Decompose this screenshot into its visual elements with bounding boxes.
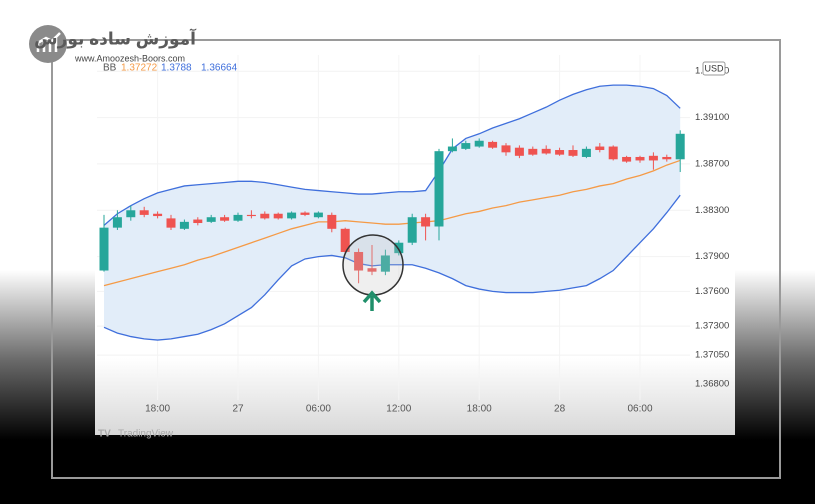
y-tick-label: 1.36800: [695, 379, 729, 390]
candle-body: [193, 219, 203, 224]
candle-body: [139, 210, 149, 215]
currency: USD: [704, 63, 724, 73]
candle-body: [313, 212, 323, 218]
y-tick-label: 1.39100: [695, 112, 729, 123]
candle-body: [260, 213, 270, 219]
candle-body: [340, 228, 350, 252]
indicator-name: BB: [103, 63, 117, 74]
candle-body: [595, 146, 605, 151]
candle-body: [380, 255, 390, 272]
lower-band: [103, 194, 681, 341]
candle-body: [662, 156, 672, 160]
y-tick-label: 1.37050: [695, 350, 729, 361]
middle-band: [103, 159, 681, 287]
candle-body: [514, 147, 524, 156]
candle-body: [112, 217, 122, 228]
candle-body: [501, 145, 511, 153]
watermark: TradingView: [118, 429, 174, 440]
candle-body: [461, 143, 471, 149]
logo-glyph: [35, 32, 61, 52]
legend-value: 1.36664: [201, 63, 238, 74]
candle-body: [246, 214, 256, 217]
y-tick-label: 1.37600: [695, 286, 729, 297]
plot: 1.395001.391001.387001.383001.379001.376…: [97, 55, 729, 415]
candle-body: [648, 155, 658, 161]
logo-title: آموزش ساده بورس: [34, 27, 197, 49]
candle-body: [608, 146, 618, 160]
candle-body: [581, 148, 591, 157]
currency-badge: [702, 61, 726, 76]
candle-body: [233, 214, 243, 221]
candle-body: [541, 148, 551, 154]
candle-body: [622, 156, 632, 162]
candle-body: [300, 212, 310, 215]
arrow: [362, 290, 382, 311]
candle-body: [354, 251, 364, 271]
candle-body: [153, 213, 163, 217]
y-tick-label: 1.38300: [695, 205, 729, 216]
y-tick-label: 1.38700: [695, 158, 729, 169]
x-tick-label: 18:00: [145, 404, 170, 415]
candle-body: [327, 214, 337, 229]
x-tick-label: 28: [554, 404, 566, 415]
legend-value: 1.37272: [121, 63, 158, 74]
candle-body: [421, 217, 431, 227]
frame: [51, 39, 781, 479]
candle-body: [555, 150, 565, 155]
candle-body: [434, 151, 444, 227]
candle-body: [206, 217, 216, 222]
candle-body: [367, 268, 377, 272]
candle-body: [447, 146, 457, 152]
candle-body: [474, 140, 484, 147]
candle-body: [126, 210, 136, 218]
x-tick-label: 18:00: [467, 404, 492, 415]
x-tick-label: 27: [232, 404, 244, 415]
candle-body: [528, 148, 538, 155]
candle-body: [407, 217, 417, 243]
x-tick-label: 12:00: [386, 404, 411, 415]
x-tick-label: 06:00: [306, 404, 331, 415]
legend-value: 1.3788: [161, 63, 192, 74]
logo-url: www.Amoozesh-Boors.com: [74, 53, 185, 63]
upper-band: [103, 84, 681, 226]
candle-body: [179, 221, 189, 229]
candle-body: [635, 156, 645, 161]
candle-body: [287, 212, 297, 219]
y-tick-label: 1.37900: [695, 251, 729, 262]
candle-body: [568, 150, 578, 156]
candle-body: [220, 217, 230, 221]
candle-body: [166, 218, 176, 228]
highlight-circle: [342, 234, 404, 296]
candle-body: [488, 141, 498, 148]
x-tick-label: 06:00: [627, 404, 652, 415]
watermark-logo: TV: [98, 429, 111, 440]
candle-body: [99, 227, 109, 271]
candle-body: [273, 213, 283, 219]
y-tick-label: 1.37300: [695, 321, 729, 332]
candle-body: [394, 242, 404, 254]
candle-body: [675, 133, 685, 160]
